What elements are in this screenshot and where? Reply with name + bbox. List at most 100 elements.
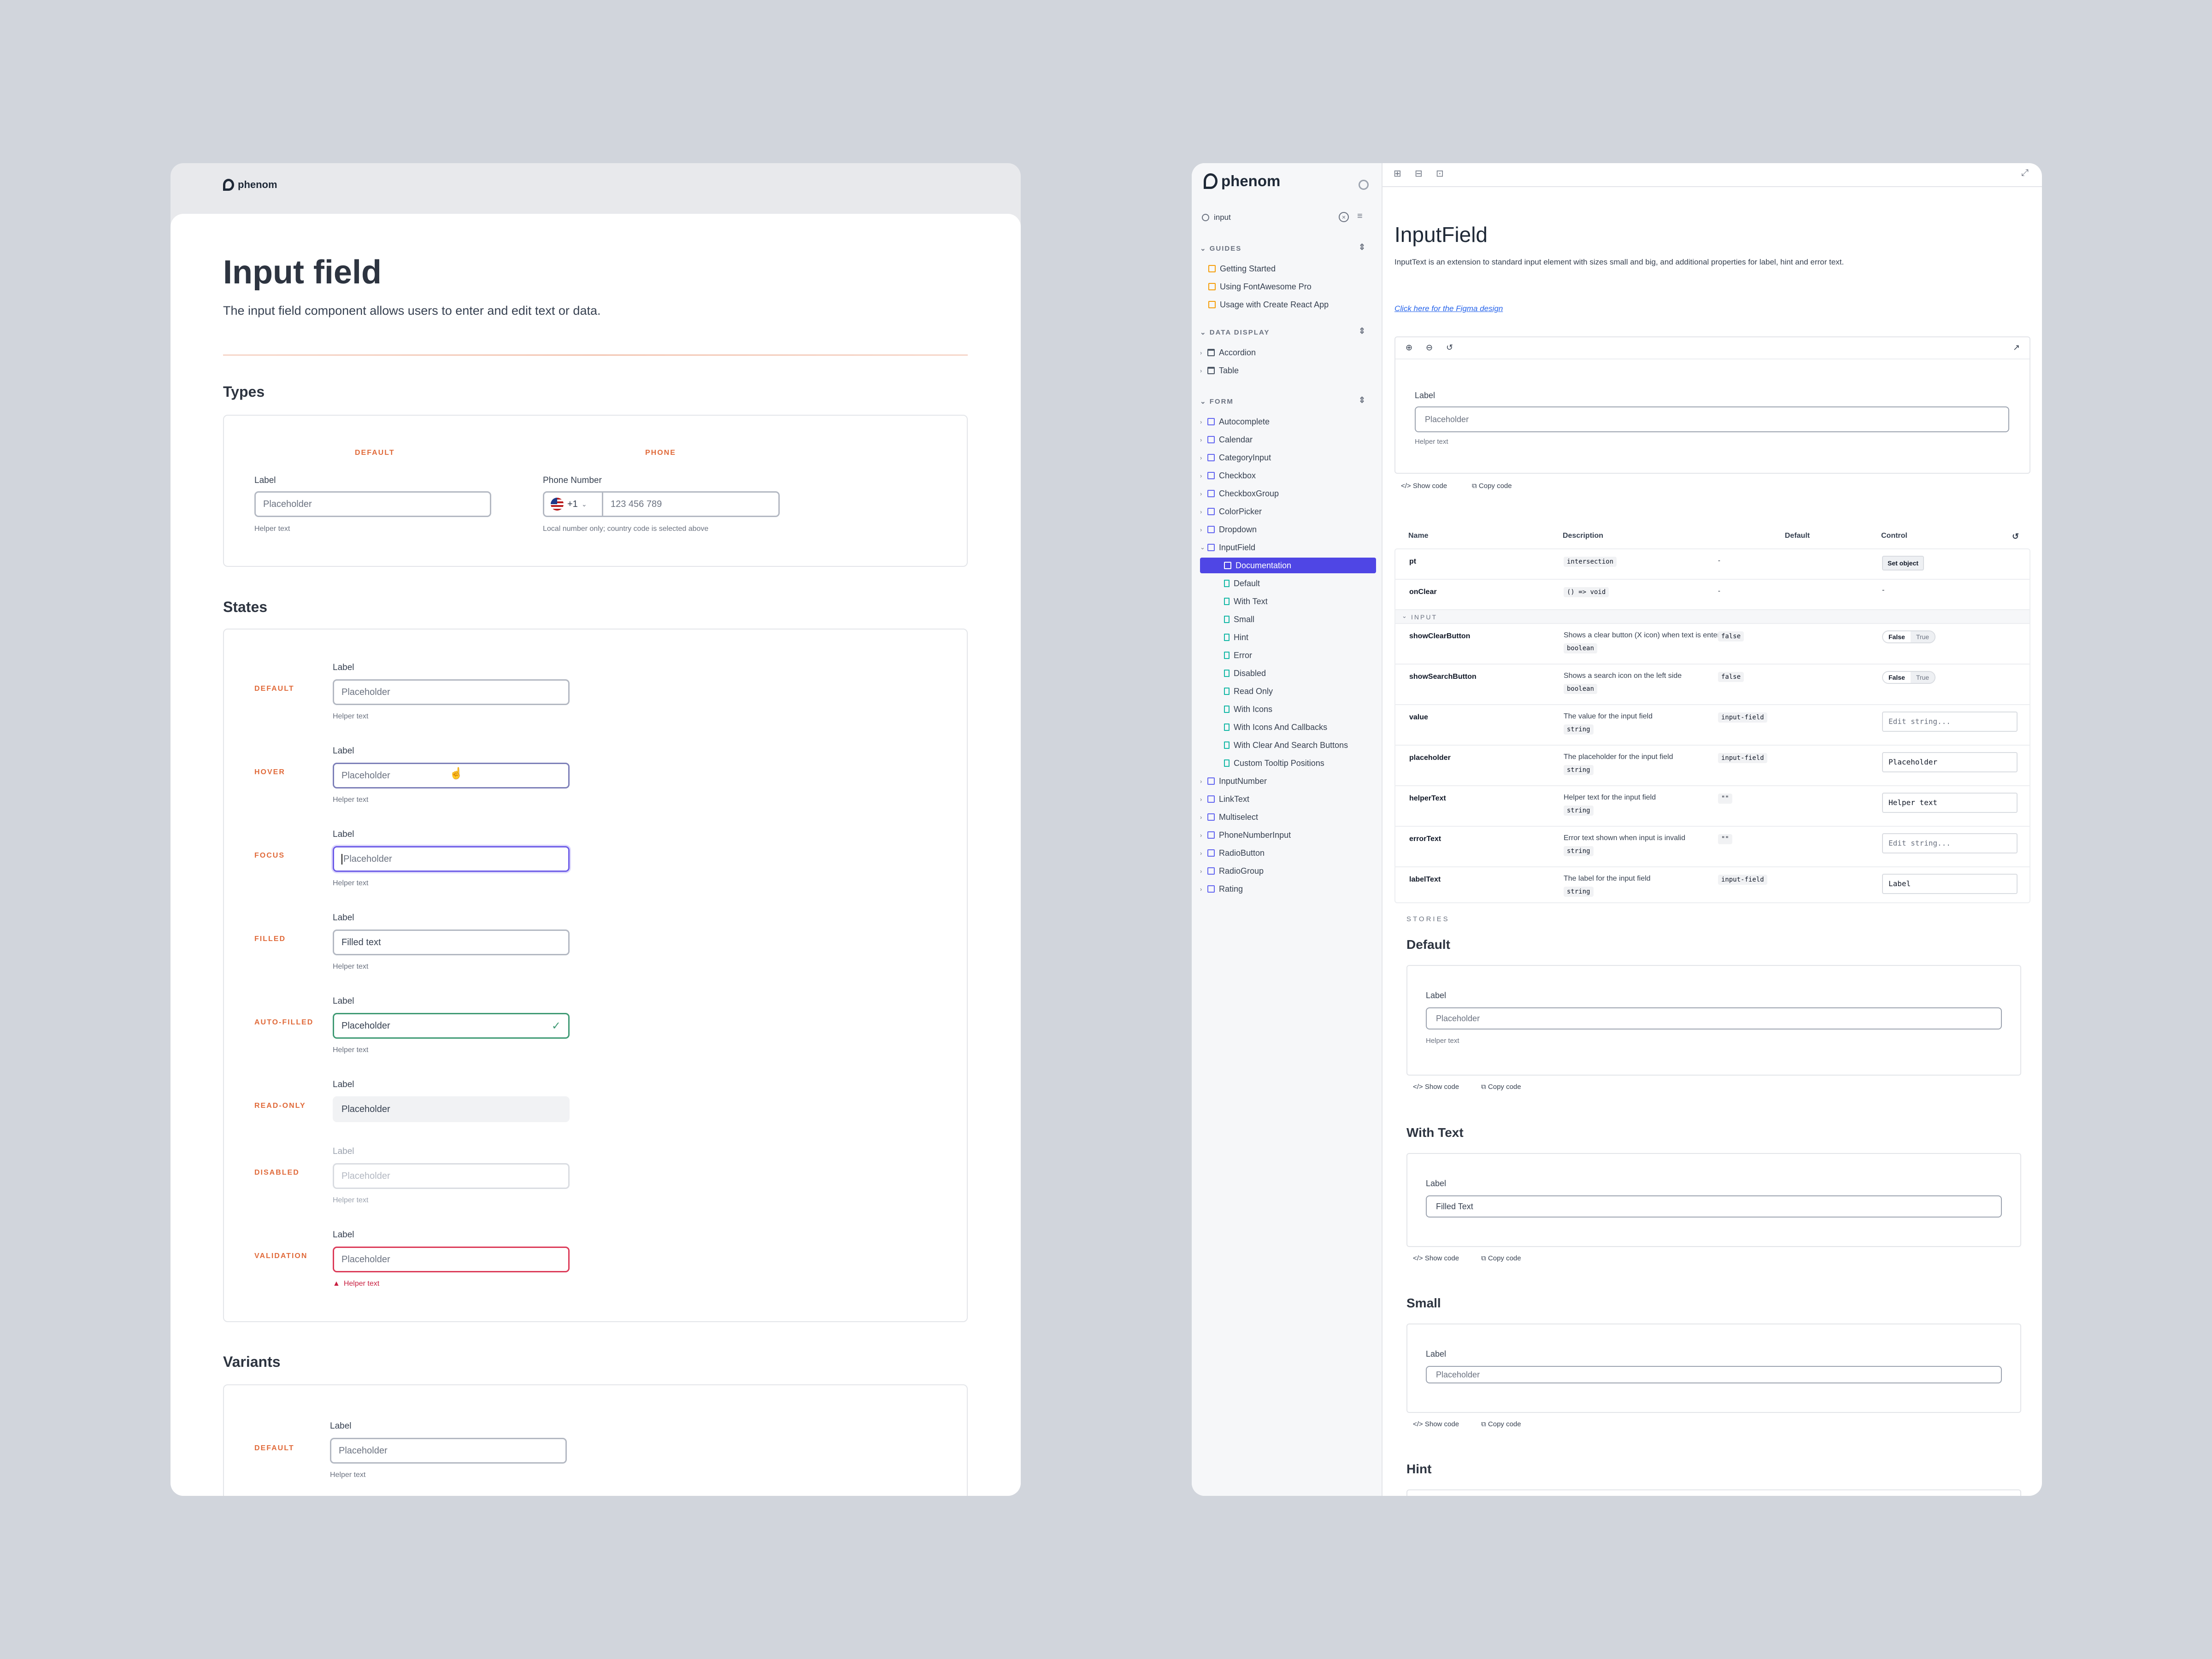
copy-code-button[interactable]: ⧉ Copy code [1481,1254,1521,1262]
sidebar-item-hint[interactable]: Hint [1200,629,1376,645]
brand-logo[interactable]: phenom [223,179,277,191]
sidebar-item-checkbox[interactable]: › Checkbox [1200,468,1376,483]
layout-icon[interactable]: ⊟ [1415,169,1423,179]
sidebar-item-calendar[interactable]: › Calendar [1200,432,1376,447]
text-input-filled[interactable]: Filled text [333,930,570,955]
sidebar-item-linktext[interactable]: › LinkText [1200,791,1376,807]
sidebar-item-with-clear-and-search-buttons[interactable]: With Clear And Search Buttons [1200,737,1376,753]
text-input[interactable]: Placeholder [1426,1366,2002,1383]
input-placeholder: Placeholder [341,770,390,781]
frame-icon[interactable]: ⊡ [1436,169,1444,179]
component-icon [1207,526,1215,533]
toggle-true[interactable]: True [1910,631,1935,642]
args-group-input[interactable]: ⌄ INPUT [1395,610,2030,624]
helper-text: Helper text [333,796,369,804]
sidebar-item-documentation[interactable]: Documentation [1200,558,1376,573]
sidebar-item-dropdown[interactable]: › Dropdown [1200,522,1376,537]
filter-icon[interactable]: ≡ [1357,211,1363,221]
set-object-button[interactable]: Set object [1882,556,1924,571]
reset-icon[interactable]: ↺ [2012,532,2019,541]
sidebar-item-categoryinput[interactable]: › CategoryInput [1200,450,1376,465]
sidebar-item-custom-tooltip-positions[interactable]: Custom Tooltip Positions [1200,755,1376,771]
string-control-input[interactable]: Edit string... [1882,712,2018,732]
brand-logo[interactable]: phenom [1204,172,1280,190]
text-input-hover[interactable]: Placeholder ☝ [333,763,570,788]
sidebar-item-small[interactable]: Small [1200,612,1376,627]
text-input[interactable]: Placeholder [1426,1007,2002,1030]
search-field[interactable]: input × ≡ [1198,209,1371,226]
show-code-button[interactable]: </> Show code [1413,1254,1459,1262]
prop-type: boolean [1564,643,1598,653]
text-input[interactable]: Placeholder [1415,406,2009,432]
search-input[interactable]: input [1214,213,1231,222]
text-input-error[interactable]: Placeholder [333,1247,570,1272]
sidebar-item-using-fontawesome-pro[interactable]: Using FontAwesome Pro [1200,279,1376,294]
copy-code-button[interactable]: ⧉ Copy code [1472,482,1512,490]
sidebar-item-error[interactable]: Error [1200,647,1376,663]
prop-description-text: Error text shown when input is invalid [1564,834,1686,842]
check-icon: ✓ [551,1019,561,1032]
fullscreen-icon[interactable]: ⤢ [2021,168,2029,178]
figma-link[interactable]: Click here for the Figma design [1394,304,1503,313]
sidebar-item-radiobutton[interactable]: › RadioButton [1200,845,1376,861]
grid-icon[interactable]: ⊞ [1394,169,1401,179]
gear-icon[interactable] [1359,180,1369,190]
boolean-toggle[interactable]: False True [1882,630,1936,643]
prop-control: Edit string... [1882,833,2018,853]
text-input[interactable]: Filled Text [1426,1195,2002,1218]
copy-code-button[interactable]: ⧉ Copy code [1481,1083,1521,1091]
expand-collapse-icon[interactable]: ⇕ [1359,242,1367,252]
story-title: Default [1406,937,1450,952]
reset-zoom-icon[interactable]: ↺ [1446,343,1453,352]
show-code-button[interactable]: </> Show code [1401,482,1447,490]
phone-input[interactable]: +1 ⌄ 123 456 789 [543,491,780,517]
country-code-select[interactable]: +1 ⌄ [544,493,603,516]
zoom-out-icon[interactable]: ⊖ [1426,343,1433,352]
clear-icon[interactable]: × [1339,212,1349,222]
group-form[interactable]: ⌄ FORM ⇕ [1200,395,1367,406]
text-input[interactable]: Placeholder [254,491,491,517]
sidebar-item-radiogroup[interactable]: › RadioGroup [1200,863,1376,879]
text-input[interactable]: Placeholder [330,1438,567,1464]
text-input-focus[interactable]: Placeholder [333,846,570,872]
sidebar-item-inputfield[interactable]: ⌄ InputField [1200,540,1376,555]
zoom-in-icon[interactable]: ⊕ [1406,343,1413,352]
sidebar-item-colorpicker[interactable]: › ColorPicker [1200,504,1376,519]
show-code-button[interactable]: </> Show code [1413,1420,1459,1428]
open-new-icon[interactable]: ↗ [2013,343,2020,352]
toggle-false[interactable]: False [1883,672,1911,683]
sidebar-item-rating[interactable]: › Rating [1200,881,1376,897]
sidebar-item-inputnumber[interactable]: › InputNumber [1200,773,1376,789]
sidebar-item-with-icons[interactable]: With Icons [1200,701,1376,717]
sidebar-item-table[interactable]: › Table [1200,363,1376,378]
group-guides[interactable]: ⌄ GUIDES ⇕ [1200,242,1367,253]
sidebar-item-getting-started[interactable]: Getting Started [1200,261,1376,276]
sidebar-item-checkboxgroup[interactable]: › CheckboxGroup [1200,486,1376,501]
sidebar-item-phonenumberinput[interactable]: › PhoneNumberInput [1200,827,1376,843]
toggle-false[interactable]: False [1883,631,1911,642]
sidebar-item-with-icons-and-callbacks[interactable]: With Icons And Callbacks [1200,719,1376,735]
sidebar-item-multiselect[interactable]: › Multiselect [1200,809,1376,825]
expand-collapse-icon[interactable]: ⇕ [1359,326,1367,335]
sidebar-item-disabled[interactable]: Disabled [1200,665,1376,681]
string-control-input[interactable]: Placeholder [1882,752,2018,772]
string-control-input[interactable]: Label [1882,874,2018,894]
toggle-true[interactable]: True [1910,672,1935,683]
sidebar-item-with-text[interactable]: With Text [1200,594,1376,609]
sidebar-item-autocomplete[interactable]: › Autocomplete [1200,414,1376,429]
group-data-display[interactable]: ⌄ DATA DISPLAY ⇕ [1200,326,1367,336]
string-control-input[interactable]: Helper text [1882,793,2018,813]
text-input[interactable]: Placeholder [333,679,570,705]
sidebar-item-accordion[interactable]: › Accordion [1200,345,1376,360]
helper-text: Helper text [1426,1037,1459,1045]
string-control-input[interactable]: Edit string... [1882,833,2018,853]
sidebar-item-usage-with-create-react-app[interactable]: Usage with Create React App [1200,297,1376,312]
show-code-button[interactable]: </> Show code [1413,1083,1459,1091]
copy-code-button[interactable]: ⧉ Copy code [1481,1420,1521,1428]
sidebar-item-read-only[interactable]: Read Only [1200,683,1376,699]
sidebar-item-default[interactable]: Default [1200,576,1376,591]
boolean-toggle[interactable]: False True [1882,671,1936,684]
doc-preview: ⊕ ⊖ ↺ ↗ Label Placeholder Helper text [1394,336,2030,474]
expand-collapse-icon[interactable]: ⇕ [1359,395,1367,405]
text-input-autofilled[interactable]: Placeholder ✓ [333,1013,570,1039]
